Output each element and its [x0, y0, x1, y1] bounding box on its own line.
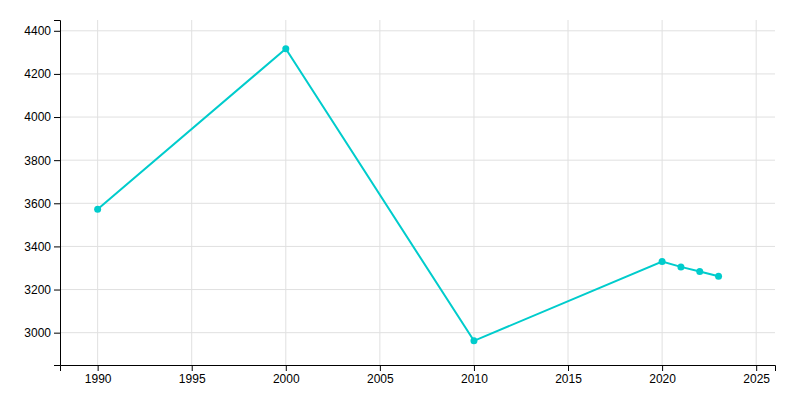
grid-line	[662, 20, 663, 365]
grid-line	[191, 20, 192, 365]
grid-line	[60, 117, 775, 118]
x-tick: 2000	[273, 365, 300, 386]
grid-line	[285, 20, 286, 365]
x-tick: 2020	[649, 365, 676, 386]
y-tick-mark	[54, 246, 60, 247]
y-tick-label: 4000	[24, 110, 51, 124]
grid-line	[568, 20, 569, 365]
y-tick-mark	[54, 203, 60, 204]
point	[677, 263, 684, 270]
x-tick-mark	[286, 365, 287, 371]
y-tick-mark	[54, 290, 60, 291]
x-tick-mark	[98, 365, 99, 371]
grid-line	[756, 20, 757, 365]
y-axis-line	[54, 21, 61, 366]
x-tick-mark	[756, 365, 757, 371]
x-tick-label: 2010	[461, 372, 488, 386]
chart: 1990 1995 2000 2005 2010 2015 2020 2025 3000 3200…	[0, 0, 800, 400]
point	[659, 258, 666, 265]
x-tick-mark	[474, 365, 475, 371]
y-tick: 4200	[24, 67, 60, 81]
point	[470, 337, 477, 344]
grid-line	[97, 20, 98, 365]
y-tick-mark	[54, 333, 60, 334]
x-tick-label: 2000	[273, 372, 300, 386]
x-axis: 1990 1995 2000 2005 2010 2015 2020 2025	[61, 365, 776, 386]
y-tick: 4400	[24, 24, 60, 38]
grid-line	[473, 20, 474, 365]
grid-line	[60, 289, 775, 290]
y-tick-label: 3600	[24, 197, 51, 211]
series	[94, 45, 722, 344]
y-tick: 3400	[24, 240, 60, 254]
grid-line	[60, 160, 775, 161]
y-tick-label: 3000	[24, 326, 51, 340]
point	[696, 268, 703, 275]
y-tick-label: 4200	[24, 67, 51, 81]
x-tick-label: 2005	[367, 372, 394, 386]
y-tick-mark	[54, 160, 60, 161]
grid-line	[60, 30, 775, 31]
x-tick: 1995	[179, 365, 206, 386]
x-tick: 1990	[85, 365, 112, 386]
x-tick-mark	[568, 365, 569, 371]
y-tick: 3000	[24, 326, 60, 340]
grid	[60, 20, 775, 365]
y-tick: 3800	[24, 153, 60, 167]
y-axis: 3000 3200 3400 3600 3800 4000 4200 4400	[24, 21, 60, 366]
grid-line	[60, 246, 775, 247]
x-tick: 2005	[367, 365, 394, 386]
x-tick-label: 2025	[743, 372, 770, 386]
grid-line	[60, 332, 775, 333]
y-tick: 3200	[24, 283, 60, 297]
y-tick-mark	[54, 117, 60, 118]
y-tick: 4000	[24, 110, 60, 124]
x-tick-mark	[380, 365, 381, 371]
plot-area: 1990 1995 2000 2005 2010 2015 2020 2025 3000 3200…	[24, 20, 775, 386]
y-tick-mark	[54, 74, 60, 75]
y-tick-label: 4400	[24, 24, 51, 38]
y-tick-label: 3200	[24, 283, 51, 297]
point	[715, 273, 722, 280]
point	[94, 206, 101, 213]
point	[282, 45, 289, 52]
grid-line	[60, 73, 775, 74]
x-tick: 2015	[555, 365, 582, 386]
x-tick-label: 2020	[649, 372, 676, 386]
y-tick: 3600	[24, 197, 60, 211]
y-tick-mark	[54, 31, 60, 32]
x-axis-line	[61, 366, 776, 372]
x-tick: 2010	[461, 365, 488, 386]
x-tick-label: 1995	[179, 372, 206, 386]
x-tick-mark	[192, 365, 193, 371]
x-tick: 2025	[743, 365, 770, 386]
y-tick-label: 3400	[24, 240, 51, 254]
x-tick-mark	[662, 365, 663, 371]
line	[98, 49, 719, 341]
grid-line	[60, 203, 775, 204]
x-tick-label: 2015	[555, 372, 582, 386]
x-tick-label: 1990	[85, 372, 112, 386]
y-tick-label: 3800	[24, 153, 51, 167]
